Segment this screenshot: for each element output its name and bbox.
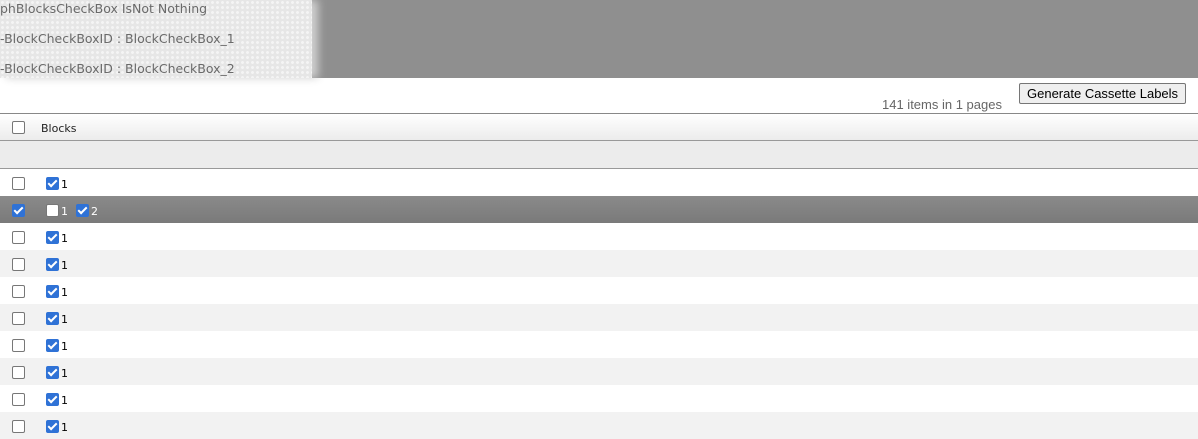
block-checkbox[interactable] <box>46 258 59 271</box>
block-checkbox[interactable] <box>46 420 59 433</box>
debug-panel: phBlocksCheckBox IsNot Nothing -BlockChe… <box>0 0 312 78</box>
block-label: 1 <box>61 286 68 299</box>
row-select-checkbox[interactable] <box>12 312 25 325</box>
pager-info: 141 items in 1 pages <box>882 97 1002 112</box>
block-label: 1 <box>61 367 68 380</box>
table-row[interactable]: 1 <box>0 277 1198 304</box>
filter-row <box>0 141 1198 169</box>
table-row[interactable]: 1 <box>0 385 1198 412</box>
block-checkbox[interactable] <box>76 204 89 217</box>
block-checkbox[interactable] <box>46 231 59 244</box>
table-row[interactable]: 1 <box>0 412 1198 439</box>
block-label: 1 <box>61 421 68 434</box>
debug-line: -BlockCheckBoxID : BlockCheckBox_2 <box>0 61 235 76</box>
table-row[interactable]: 1 <box>0 304 1198 331</box>
row-select-checkbox[interactable] <box>12 258 25 271</box>
block-label: 1 <box>61 313 68 326</box>
row-select-checkbox[interactable] <box>12 393 25 406</box>
block-label: 1 <box>61 178 68 191</box>
block-checkbox[interactable] <box>46 393 59 406</box>
block-checkbox[interactable] <box>46 366 59 379</box>
debug-line: phBlocksCheckBox IsNot Nothing <box>0 1 208 16</box>
row-select-checkbox[interactable] <box>12 231 25 244</box>
block-label: 1 <box>61 394 68 407</box>
block-label: 1 <box>61 232 68 245</box>
column-header-blocks[interactable]: Blocks <box>41 122 77 135</box>
grid-header: Blocks <box>0 113 1198 141</box>
block-checkbox[interactable] <box>46 177 59 190</box>
debug-line: -BlockCheckBoxID : BlockCheckBox_1 <box>0 31 235 46</box>
row-select-checkbox[interactable] <box>12 204 25 217</box>
table-row[interactable]: 1 <box>0 169 1198 196</box>
row-select-checkbox[interactable] <box>12 339 25 352</box>
generate-cassette-labels-button[interactable]: Generate Cassette Labels <box>1019 83 1187 104</box>
table-row[interactable]: 1 <box>0 223 1198 250</box>
row-select-checkbox[interactable] <box>12 420 25 433</box>
block-label: 2 <box>91 205 98 218</box>
block-checkbox[interactable] <box>46 285 59 298</box>
select-all-checkbox[interactable] <box>12 121 25 134</box>
block-label: 1 <box>61 340 68 353</box>
block-checkbox[interactable] <box>46 339 59 352</box>
block-label: 1 <box>61 259 68 272</box>
row-select-checkbox[interactable] <box>12 366 25 379</box>
table-row[interactable]: 1 <box>0 250 1198 277</box>
table-row[interactable]: 1 <box>0 358 1198 385</box>
debug-banner: phBlocksCheckBox IsNot Nothing -BlockChe… <box>0 0 1198 78</box>
block-checkbox[interactable] <box>46 204 59 217</box>
block-checkbox[interactable] <box>46 312 59 325</box>
row-select-checkbox[interactable] <box>12 177 25 190</box>
row-select-checkbox[interactable] <box>12 285 25 298</box>
block-label: 1 <box>61 205 68 218</box>
table-row[interactable]: 1 <box>0 331 1198 358</box>
